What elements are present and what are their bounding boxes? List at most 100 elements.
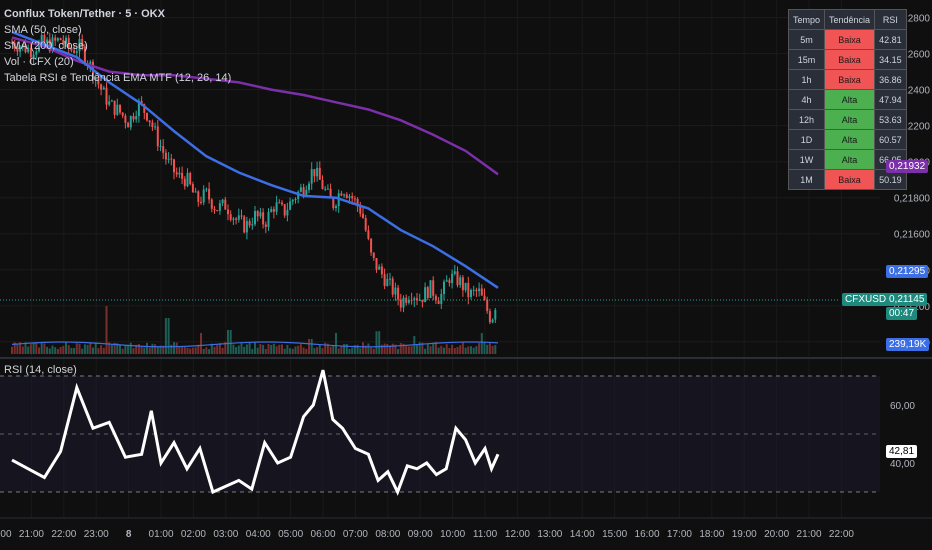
volume-bar [108,342,111,354]
candle-body [94,78,97,80]
volume-bar [324,342,327,354]
volume-bar [189,348,192,354]
candle-body [167,158,170,160]
volume-bar [475,346,478,354]
volume-bar [313,348,316,354]
table-row: 1M Baixa 50.19 [787,169,907,190]
volume-bar [213,346,216,354]
volume-bar [221,347,224,354]
candle-body [251,224,254,226]
row-rsi: 34.15 [874,49,907,70]
legend-sma200[interactable]: SMA (200, close) [4,40,88,52]
volume-bar [335,333,337,354]
sma50-price-tag: 0,21295 [886,265,929,278]
row-timeframe: 1D [787,129,826,150]
countdown-tag: 00:47 [886,307,918,320]
volume-bar [440,345,443,354]
candle-body [21,44,24,48]
volume-bar [429,346,432,354]
candle-body [140,100,143,105]
volume-bar [348,348,351,354]
candle-body [116,104,119,115]
volume-bar [305,348,308,354]
candle-body [434,295,437,301]
volume-bar [197,344,200,354]
volume-bar [16,344,19,354]
row-timeframe: 1W [787,149,826,170]
volume-bar [359,348,362,354]
candle-body [343,194,346,196]
candle-body [137,100,140,117]
row-trend: Alta [824,129,876,150]
rsi-line [11,369,500,496]
candle-body [299,187,302,192]
candle-body [89,61,92,66]
legend-sma50[interactable]: SMA (50, close) [4,24,82,36]
candle-body [121,112,124,116]
legend-mtf-table[interactable]: Tabela RSI e Tendência EMA MTF (12, 26, … [4,72,232,84]
rsi-tick-label: 40,00 [890,459,915,470]
volume-bar [46,346,49,354]
volume-bar [459,345,462,354]
volume-bar [418,342,421,354]
volume-bar [367,343,370,354]
candle-body [475,289,478,292]
volume-bar [448,347,451,354]
symbol-title[interactable]: Conflux Token/Tether · 5 · OKX [4,8,165,20]
volume-bar [245,344,248,354]
volume-bar [259,344,262,354]
candle-body [56,38,59,41]
price-tick-label: 0,22800 [894,14,931,25]
volume-bar [75,343,78,354]
candle-body [440,293,443,304]
row-timeframe: 15m [787,49,826,70]
volume-bar [443,347,445,354]
volume-bar [397,348,400,354]
volume-bar [29,344,32,354]
volume-bar [11,346,13,354]
candle-body [470,289,472,298]
volume-bar [297,345,300,354]
row-rsi: 53.63 [874,109,907,130]
candle-body [254,211,256,225]
candle-body [432,280,435,296]
volume-bar [416,344,418,354]
candle-body [46,39,49,43]
candle-body [205,188,208,190]
volume-bar [194,347,197,354]
candle-body [321,179,324,189]
candle-body [424,287,427,303]
volume-bar [200,333,202,354]
volume-bar [426,343,429,354]
volume-bar [127,345,130,354]
volume-bar [129,342,132,354]
candle-body [326,188,329,190]
volume-bar [286,344,289,354]
row-rsi: 42.81 [874,29,907,50]
symbol-tag: CFXUSDT [842,293,896,306]
volume-bar [132,348,135,354]
volume-bar [256,347,259,354]
candle-body [426,287,429,298]
volume-bar [119,344,121,354]
candle-body [332,197,335,209]
time-tick-label: 06:00 [311,529,336,540]
time-tick-label: 01:00 [149,529,174,540]
volume-bar [251,348,254,354]
candle-body [170,158,173,160]
candle-body [51,37,54,52]
volume-bar [272,343,275,354]
row-timeframe: 12h [787,109,826,130]
legend-volume[interactable]: Vol · CFX (20) [4,56,74,68]
candle-body [183,178,186,187]
rsi-legend[interactable]: RSI (14, close) [4,364,77,376]
volume-bar [302,347,305,354]
rsi-tick-label: 60,00 [890,401,915,412]
candle-body [16,47,19,52]
candle-body [413,298,416,301]
candle-body [386,278,389,286]
candle-body [178,172,181,175]
time-tick-label: 05:00 [278,529,303,540]
candle-body [240,215,243,217]
